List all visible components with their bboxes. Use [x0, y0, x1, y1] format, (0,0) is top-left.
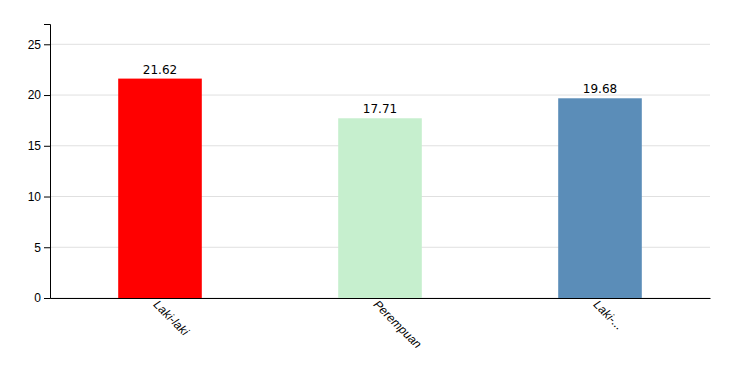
x-tick-label: Laki-laki [151, 297, 192, 338]
y-tick-mark [44, 146, 50, 147]
bars [118, 79, 642, 298]
data-label: 21.62 [143, 63, 177, 77]
x-tick: Perempuan [371, 297, 425, 351]
y-tick-label: 0 [34, 291, 41, 305]
bar [118, 79, 202, 298]
plot: 0 5 10 15 20 25 Laki-laki Perempuan Laki-... 21.6… [28, 25, 711, 352]
y-tick: 10 [28, 190, 50, 204]
y-tick-mark [44, 298, 50, 299]
y-axis: 0 5 10 15 20 25 [28, 25, 51, 306]
y-tick-label: 5 [34, 241, 41, 255]
y-tick: 0 [34, 291, 50, 305]
y-tick: 25 [28, 38, 50, 52]
data-label: 17.71 [363, 102, 397, 116]
y-tick-label: 10 [28, 190, 42, 204]
x-tick: Laki-laki [151, 297, 192, 338]
x-tick-label: Perempuan [371, 297, 425, 351]
data-label: 19.68 [583, 82, 617, 96]
chart: 0 5 10 15 20 25 Laki-laki Perempuan Laki-... 21.6… [0, 0, 740, 388]
bar [338, 118, 422, 298]
bar [558, 98, 642, 298]
y-tick-mark [44, 247, 50, 248]
y-tick-mark [44, 44, 50, 45]
y-axis-line [44, 25, 51, 299]
x-tick-label: Laki-... [591, 297, 626, 332]
grid-line [50, 44, 710, 45]
y-tick-label: 20 [28, 88, 42, 102]
x-tick: Laki-... [591, 297, 626, 332]
y-tick-mark [44, 95, 50, 96]
y-tick: 20 [28, 88, 50, 102]
x-axis: Laki-laki Perempuan Laki-... [51, 297, 711, 351]
y-tick: 5 [34, 241, 50, 255]
data-labels: 21.62 17.71 19.68 [143, 63, 617, 117]
y-tick: 15 [28, 139, 50, 153]
grid [50, 44, 710, 298]
y-tick-label: 25 [28, 38, 42, 52]
y-tick-label: 15 [28, 139, 42, 153]
y-tick-mark [44, 197, 50, 198]
